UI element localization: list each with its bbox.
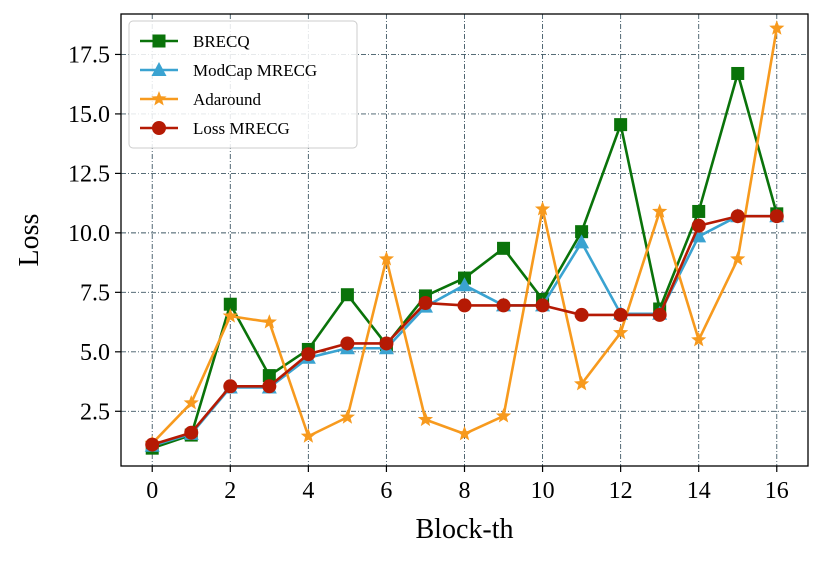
data-point-brecq <box>262 369 276 383</box>
data-point-loss-mrecg <box>769 209 784 224</box>
data-point-loss-mrecg <box>730 209 745 224</box>
data-point-loss-mrecg <box>574 307 589 322</box>
x-tick-label: 16 <box>765 478 789 504</box>
x-tick-label: 4 <box>302 478 314 504</box>
x-tick-label: 12 <box>609 478 633 504</box>
y-axis-ticks: 2.5 5.0 7.5 10.0 12.5 15.0 17.5 <box>68 42 121 425</box>
y-axis-label: Loss <box>14 214 45 267</box>
series-layer <box>144 20 785 455</box>
x-axis-label: Block-th <box>416 514 514 545</box>
data-point-modcap-mrecg <box>691 228 707 243</box>
y-tick-label: 12.5 <box>68 161 110 187</box>
data-point-loss-mrecg <box>652 307 667 322</box>
data-point-loss-mrecg <box>613 307 628 322</box>
y-tick-label: 7.5 <box>80 280 110 306</box>
legend: BRECQ ModCap MRECG Adaround Loss MRECG <box>128 20 358 149</box>
y-tick-label: 5.0 <box>80 340 110 366</box>
x-tick-label: 2 <box>224 478 236 504</box>
data-point-adaround <box>730 251 746 266</box>
data-point-adaround <box>339 409 356 424</box>
data-point-loss-mrecg <box>535 298 550 313</box>
data-point-adaround <box>261 314 277 329</box>
y-tick-label: 2.5 <box>80 399 110 425</box>
x-tick-label: 0 <box>146 478 158 504</box>
data-point-adaround <box>183 394 199 410</box>
data-point-loss-mrecg <box>262 379 277 394</box>
series-adaround <box>144 20 785 450</box>
legend-label-modcap-mrecg: ModCap MRECG <box>193 61 317 80</box>
data-point-brecq <box>340 288 354 302</box>
data-point-modcap-mrecg <box>457 277 472 292</box>
legend-label-adaround: Adaround <box>193 90 261 109</box>
data-point-modcap-mrecg <box>574 234 590 249</box>
data-point-loss-mrecg <box>379 336 394 351</box>
legend-box <box>128 20 358 149</box>
data-point-loss-mrecg <box>301 347 316 362</box>
data-point-brecq <box>575 225 589 239</box>
data-point-loss-mrecg <box>223 379 238 394</box>
data-point-loss-mrecg <box>145 437 160 452</box>
data-point-adaround <box>378 251 395 266</box>
data-point-loss-mrecg <box>340 336 355 351</box>
y-tick-label: 10.0 <box>68 221 110 247</box>
legend-marker-loss-mrecg <box>152 121 166 135</box>
data-point-loss-mrecg <box>496 298 511 313</box>
data-point-adaround <box>417 411 434 427</box>
data-point-loss-mrecg <box>184 425 199 440</box>
legend-label-brecq: BRECQ <box>193 32 250 51</box>
data-point-adaround <box>613 324 629 340</box>
x-tick-label: 14 <box>687 478 711 504</box>
data-point-brecq <box>614 118 628 132</box>
data-point-brecq <box>497 241 511 255</box>
x-tick-label: 8 <box>459 478 471 504</box>
data-point-adaround <box>495 408 512 423</box>
legend-marker-modcap-mrecg <box>151 62 167 76</box>
y-tick-label: 15.0 <box>68 102 110 128</box>
data-point-adaround <box>534 201 551 216</box>
data-point-adaround <box>573 375 590 391</box>
data-point-adaround <box>300 428 316 443</box>
data-point-brecq <box>223 297 237 311</box>
x-tick-label: 10 <box>531 478 555 504</box>
data-point-loss-mrecg <box>457 298 472 313</box>
data-point-loss-mrecg <box>418 296 433 311</box>
data-point-adaround <box>769 20 785 35</box>
series-loss-mrecg <box>145 209 784 452</box>
x-axis-ticks: 0 2 4 6 8 10 12 14 16 <box>146 466 789 504</box>
legend-marker-brecq <box>152 34 166 48</box>
data-point-adaround <box>456 425 473 441</box>
data-point-adaround <box>222 308 238 323</box>
legend-label-loss-mrecg: Loss MRECG <box>193 119 290 138</box>
data-point-adaround <box>691 331 707 347</box>
data-point-adaround <box>652 203 668 218</box>
y-tick-label: 17.5 <box>68 42 110 68</box>
data-point-loss-mrecg <box>691 218 706 233</box>
legend-marker-adaround <box>151 91 167 106</box>
data-point-brecq <box>692 204 706 218</box>
data-point-brecq <box>731 66 745 80</box>
x-tick-label: 6 <box>380 478 392 504</box>
